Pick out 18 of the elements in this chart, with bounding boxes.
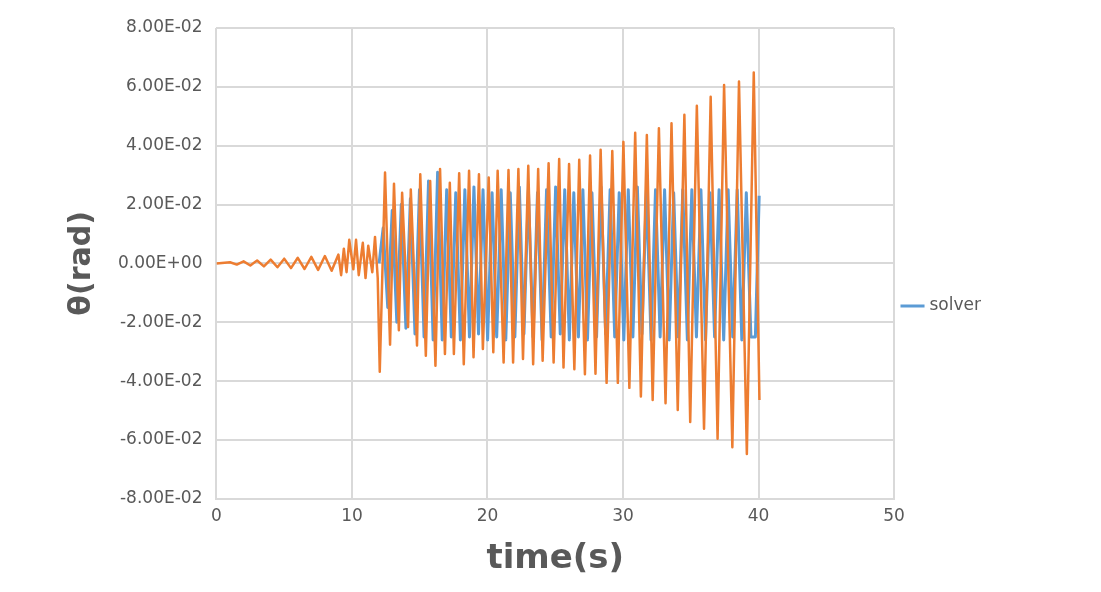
y-tick-label: 2.00E-02 — [126, 192, 203, 213]
x-axis-title: time(s) — [486, 536, 625, 577]
y-tick-label: 4.00E-02 — [126, 134, 203, 155]
y-tick-label: -2.00E-02 — [119, 310, 203, 331]
y-axis-title: θ(rad) — [61, 211, 97, 316]
y-tick-label: -6.00E-02 — [119, 428, 203, 449]
legend-label: solver — [929, 294, 982, 315]
y-tick-label: -4.00E-02 — [119, 369, 203, 390]
y-tick-label: 0.00E+00 — [118, 251, 203, 272]
y-tick-label: 8.00E-02 — [126, 16, 203, 37]
y-tick-label: 6.00E-02 — [126, 75, 203, 96]
x-tick-label: 0 — [211, 505, 222, 526]
x-tick-label: 30 — [612, 505, 634, 526]
x-tick-label: 40 — [747, 505, 770, 526]
x-tick-label: 10 — [341, 505, 363, 526]
y-tick-label: -8.00E-02 — [119, 487, 203, 508]
x-tick-label: 50 — [883, 505, 905, 526]
x-tick-label: 20 — [476, 505, 499, 526]
